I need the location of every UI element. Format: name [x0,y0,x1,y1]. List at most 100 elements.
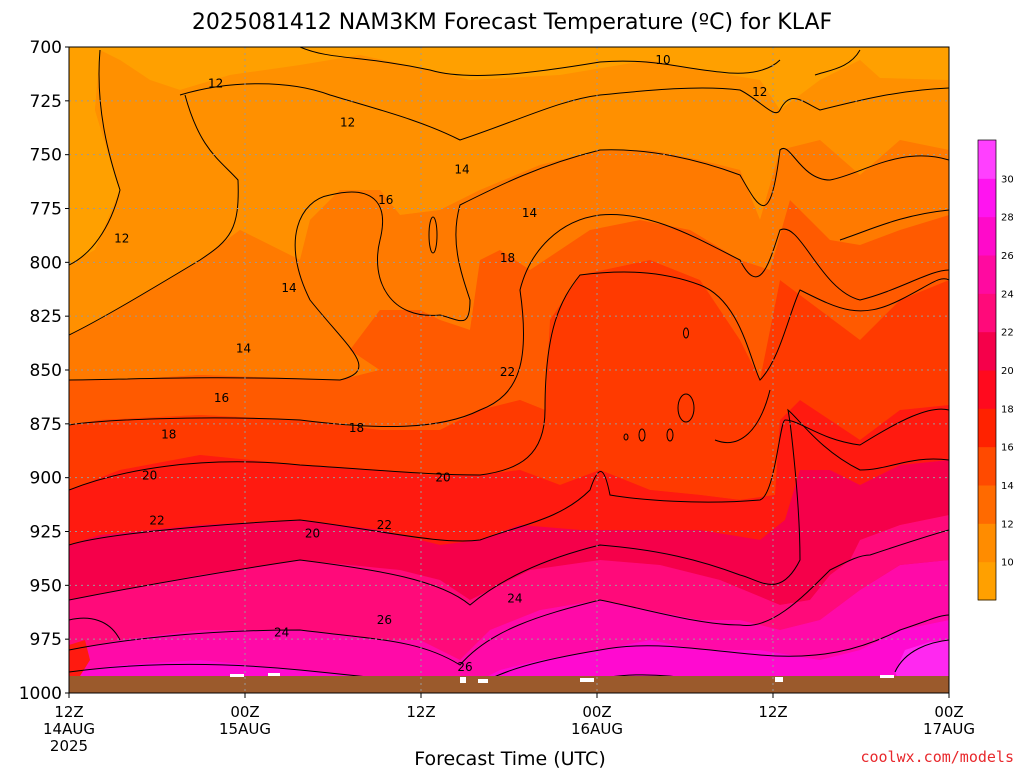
contour-18a [69,271,949,491]
colorbar-label: 12 [1001,519,1014,530]
contour-label: 22 [149,514,164,528]
contour-label: 22 [500,365,515,379]
x-axis-label: Forecast Time (UTC) [414,748,605,768]
y-axis: 700 725 750 775 800 825 850 875 900 925 950 975 1000 [19,38,69,704]
contour-label: 20 [142,469,157,483]
y-tick-label: 925 [30,523,62,543]
band-14 [69,140,949,380]
band-26 [69,560,949,690]
contour-18b [714,389,771,443]
contour-label: 18 [161,428,176,442]
contour-12b [179,83,949,141]
contour-label: 24 [274,626,289,640]
x-tick-label: 00Z [230,703,259,721]
contour-label: 22 [377,518,392,532]
contour-island-4 [666,428,674,442]
contour-label: 14 [236,341,251,355]
contour-label: 18 [500,251,515,265]
contour-22a [69,408,949,606]
x-tick-label: 14AUG [43,720,95,738]
colorbar-label: 24 [1001,289,1014,300]
contour-24b [69,617,121,641]
colorbar-label: 20 [1001,366,1014,377]
colorbar-segment [978,140,996,179]
contour-island-6 [428,216,438,254]
y-tick-label: 700 [30,38,62,58]
band-22 [69,460,949,605]
colorbar-segment [978,293,996,333]
band-24 [69,515,949,660]
colorbar-segment [978,523,996,563]
colorbar-label: 26 [1001,251,1014,262]
contour-30a [894,639,949,673]
contour-24a [69,529,949,666]
band-30 [895,640,949,682]
colorbar: 10 12 14 16 18 20 22 24 26 28 30 [977,139,1014,601]
y-tick-label: 975 [30,630,62,650]
colorbar-frame [977,139,997,601]
band-28 [69,620,949,693]
colorbar-label: 18 [1001,404,1014,415]
contour-island-3 [638,428,646,442]
contour-10 [299,47,781,76]
band-18 [69,260,949,500]
contour-label: 14 [522,206,537,220]
x-tick-label: 17AUG [923,720,975,738]
terrain-strip [69,676,949,693]
contour-20a [69,408,949,546]
y-tick-label: 950 [30,576,62,596]
x-tick-label: 12Z [758,703,787,721]
x-tick-label: 2025 [50,737,88,755]
contour-island-1 [683,327,689,339]
contour-label: 12 [340,115,355,129]
colorbar-label: 22 [1001,328,1014,339]
contour-label: 26 [377,613,392,627]
y-tick-label: 900 [30,469,62,489]
band-12 [69,50,949,335]
colorbar-segment [978,485,996,524]
y-tick-label: 825 [30,307,62,327]
contour-label: 14 [281,281,296,295]
colorbar-label: 28 [1001,213,1014,224]
contour-10b [814,49,861,76]
band-pocket-left [69,640,90,678]
credit-text[interactable]: coolwx.com/models [860,748,1014,766]
colorbar-segment [978,178,996,218]
colorbar-label: 30 [1001,174,1014,185]
grid-lines [69,47,949,693]
x-tick-label: 00Z [582,703,611,721]
contour-label: 12 [208,77,223,91]
contour-island-2 [677,393,695,423]
band-16 [69,200,949,430]
colorbar-segment [978,331,996,371]
colorbar-label: 14 [1001,481,1014,492]
plot-area: 10 12 12 12 12 14 14 14 14 16 16 18 18 18 20 20 20 22 22 22… [69,47,949,693]
x-tick-label: 00Z [934,703,963,721]
band-20 [69,400,949,545]
colorbar-segment [978,216,996,256]
x-tick-label: 12Z [54,703,83,721]
chart-title: 2025081412 NAM3KM Forecast Temperature (… [192,10,832,35]
colorbar-label: 10 [1001,558,1014,569]
y-tick-label: 775 [30,200,62,220]
band-10 [69,47,949,265]
contour-14b [839,209,949,241]
y-tick-label: 725 [30,92,62,112]
contour-26a [69,614,949,691]
contour-label: 24 [507,591,522,605]
contour-island-5 [623,433,629,441]
contour-labels: 10 12 12 12 12 14 14 14 14 16 16 18 18 18 20 20 20 22 22 22… [114,53,767,674]
x-tick-label: 15AUG [219,720,271,738]
contour-label: 26 [457,660,472,674]
colorbar-label: 16 [1001,443,1014,454]
x-tick-label: 12Z [406,703,435,721]
colorbar-segment [978,408,996,448]
contour-16a [69,213,949,428]
y-tick-label: 850 [30,361,62,381]
contour-label: 18 [349,421,364,435]
x-tick-label: 16AUG [571,720,623,738]
colorbar-segment [978,446,996,486]
colorbar-segment [978,561,996,601]
